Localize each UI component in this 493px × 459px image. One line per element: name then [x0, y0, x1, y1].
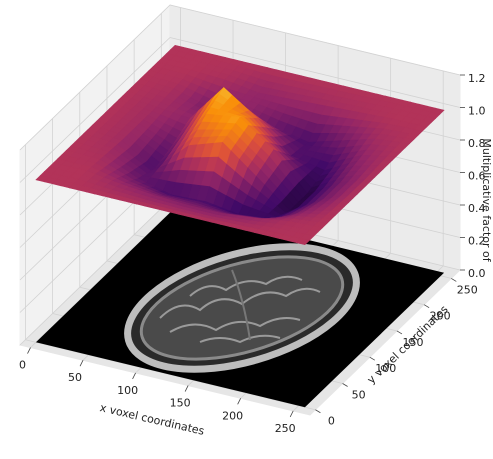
tick-mark: [396, 330, 403, 335]
z-tick-label: 1.2: [468, 72, 486, 85]
x-tick-label: 100: [117, 384, 138, 397]
grid-line: [19, 37, 171, 183]
grid-line: [169, 37, 461, 108]
tick-mark: [342, 383, 348, 387]
z-tick-label: 0.2: [468, 235, 486, 248]
x-tick-label: 150: [170, 397, 191, 410]
tick-mark: [237, 398, 242, 405]
y-tick-label: 150: [402, 336, 423, 349]
y-tick-label: 50: [352, 388, 366, 401]
grid-line: [169, 4, 461, 76]
x-tick-label: 50: [68, 371, 82, 384]
y-tick-label: 0: [328, 415, 335, 428]
tick-mark: [79, 360, 84, 367]
y-tick-label: 200: [430, 310, 451, 323]
y-tick-label: 100: [375, 362, 396, 375]
z-tick-label: 1.0: [468, 105, 486, 118]
tick-mark: [423, 304, 430, 309]
tick-mark: [132, 372, 136, 380]
z-tick-label: 0.6: [468, 170, 486, 183]
y-tick-label: 250: [457, 283, 478, 296]
tick-mark: [315, 409, 321, 414]
brain-tissue: [139, 255, 345, 361]
z-axis-label: Multiplicative factor of: [480, 138, 493, 262]
grid-line: [19, 199, 171, 346]
surface: [35, 44, 445, 246]
z-tick-label: 0.4: [468, 202, 486, 215]
brain-slice: [124, 243, 360, 373]
tick-mark: [27, 347, 31, 354]
x-tick-label: 250: [275, 422, 296, 435]
tick-mark: [184, 385, 189, 392]
surface-patch: [295, 238, 310, 246]
tick-mark: [369, 356, 375, 361]
fissure: [231, 269, 251, 341]
x-tick-label: 0: [19, 359, 26, 372]
z-tick-label: 0.0: [468, 267, 486, 280]
grid-line: [25, 339, 316, 411]
tick-mark: [289, 410, 294, 418]
z-tick-label: 0.8: [468, 137, 486, 150]
x-tick-label: 200: [222, 409, 243, 422]
tick-mark: [451, 278, 457, 282]
grid-line: [19, 4, 171, 151]
